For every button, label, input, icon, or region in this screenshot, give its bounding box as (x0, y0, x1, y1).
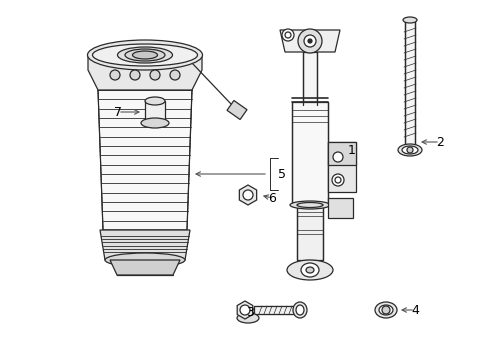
Bar (292, 102, 328, 205)
Ellipse shape (402, 146, 418, 154)
Circle shape (407, 147, 413, 153)
Text: 4: 4 (411, 303, 419, 316)
Polygon shape (110, 260, 180, 275)
Ellipse shape (287, 260, 333, 280)
Circle shape (282, 29, 294, 41)
Text: 5: 5 (278, 167, 286, 180)
Polygon shape (88, 55, 202, 90)
Ellipse shape (301, 263, 319, 277)
Ellipse shape (105, 253, 185, 267)
Bar (145, 101, 165, 123)
Polygon shape (237, 301, 253, 319)
Bar (405, 20, 415, 145)
Text: 1: 1 (348, 144, 356, 157)
Bar (328, 198, 353, 218)
Ellipse shape (125, 49, 165, 61)
Ellipse shape (145, 97, 165, 105)
Circle shape (130, 70, 140, 80)
Bar (297, 205, 323, 260)
Polygon shape (280, 30, 340, 52)
Bar (254, 306, 295, 314)
Ellipse shape (132, 51, 157, 59)
Ellipse shape (141, 118, 169, 128)
Ellipse shape (379, 305, 393, 315)
Ellipse shape (375, 302, 397, 318)
Text: 2: 2 (436, 135, 444, 149)
Ellipse shape (88, 40, 202, 70)
Circle shape (110, 70, 120, 80)
Ellipse shape (296, 305, 304, 315)
Text: 7: 7 (114, 105, 122, 118)
Polygon shape (239, 185, 257, 205)
Ellipse shape (237, 313, 259, 323)
Bar (328, 142, 356, 192)
Circle shape (333, 152, 343, 162)
Polygon shape (227, 100, 247, 120)
Ellipse shape (290, 201, 330, 209)
Ellipse shape (118, 47, 172, 63)
Ellipse shape (398, 144, 422, 156)
Bar (303, 52, 317, 105)
Text: 6: 6 (268, 192, 276, 204)
Ellipse shape (403, 17, 417, 23)
Circle shape (170, 70, 180, 80)
Circle shape (243, 190, 253, 200)
Circle shape (298, 29, 322, 53)
Ellipse shape (93, 44, 197, 66)
Circle shape (308, 39, 312, 43)
Ellipse shape (306, 267, 314, 273)
Circle shape (240, 305, 250, 315)
Circle shape (304, 35, 316, 47)
Circle shape (382, 306, 390, 314)
Circle shape (150, 70, 160, 80)
Ellipse shape (293, 302, 307, 318)
Bar (328, 142, 356, 165)
Polygon shape (98, 90, 192, 230)
Circle shape (332, 174, 344, 186)
Text: 3: 3 (246, 306, 254, 319)
Polygon shape (100, 230, 190, 260)
